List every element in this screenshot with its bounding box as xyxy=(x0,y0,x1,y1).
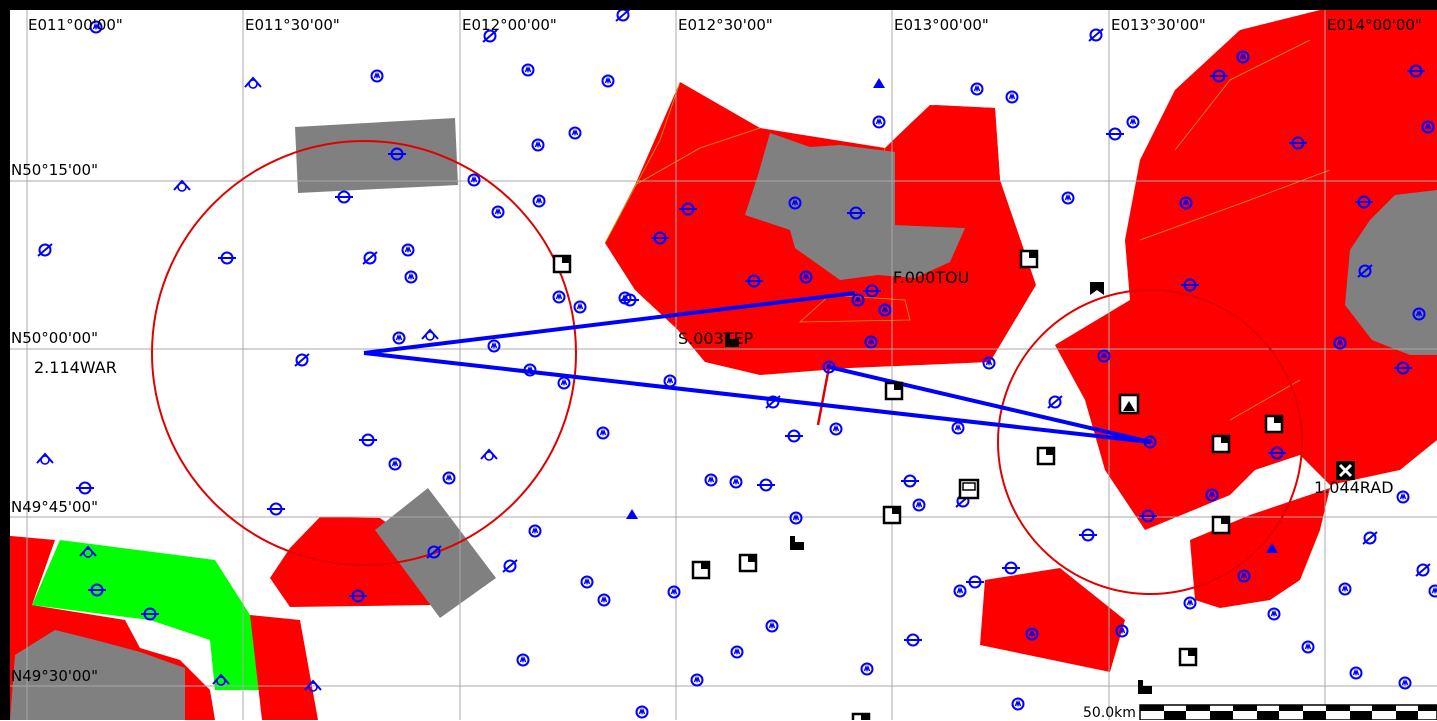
antenna-icons xyxy=(725,282,1152,694)
lon-label-5: E013°00'00" xyxy=(894,16,989,34)
mountain-peak-icons xyxy=(958,393,1140,500)
waypoint-label-war[interactable]: 2.114WAR xyxy=(34,358,117,377)
lat-label-3: N49°45'00" xyxy=(11,498,99,516)
lat-label-4: N49°30'00" xyxy=(11,667,99,685)
lon-label-3: E012°00'00" xyxy=(462,16,557,34)
lon-label-2: E011°30'00" xyxy=(245,16,340,34)
waypoint-label-tep[interactable]: S.003TEP xyxy=(678,329,754,348)
lon-label-7: E014°00'00" xyxy=(1327,16,1422,34)
range-circle-war xyxy=(151,140,577,566)
red-airspace-east[interactable] xyxy=(1055,10,1437,530)
red-airspace-south-center[interactable] xyxy=(980,568,1125,672)
lon-label-1: E011°00'00" xyxy=(28,16,123,34)
range-circle-rad xyxy=(997,289,1303,595)
lat-label-2: N50°00'00" xyxy=(11,329,99,347)
scale-bar xyxy=(1139,704,1437,720)
lat-label-1: N50°15'00" xyxy=(11,161,99,179)
waypoint-label-rad[interactable]: 1.044RAD xyxy=(1314,478,1394,497)
red-airspace-central-north[interactable] xyxy=(895,105,1000,228)
lon-label-4: E012°30'00" xyxy=(678,16,773,34)
terrain-area-southwest xyxy=(10,630,185,720)
task-route[interactable] xyxy=(363,291,1151,444)
terrain-area-central xyxy=(745,133,965,280)
waypoint-label-tou[interactable]: F.000TOU xyxy=(893,268,970,287)
terrain-area-north xyxy=(295,118,458,193)
sector-line xyxy=(816,366,831,426)
airfield-cross-icon xyxy=(1336,461,1355,480)
scale-bar-label: 50.0km xyxy=(1083,705,1136,721)
navaid-symbols xyxy=(36,8,1437,719)
lon-label-6: E013°30'00" xyxy=(1111,16,1206,34)
